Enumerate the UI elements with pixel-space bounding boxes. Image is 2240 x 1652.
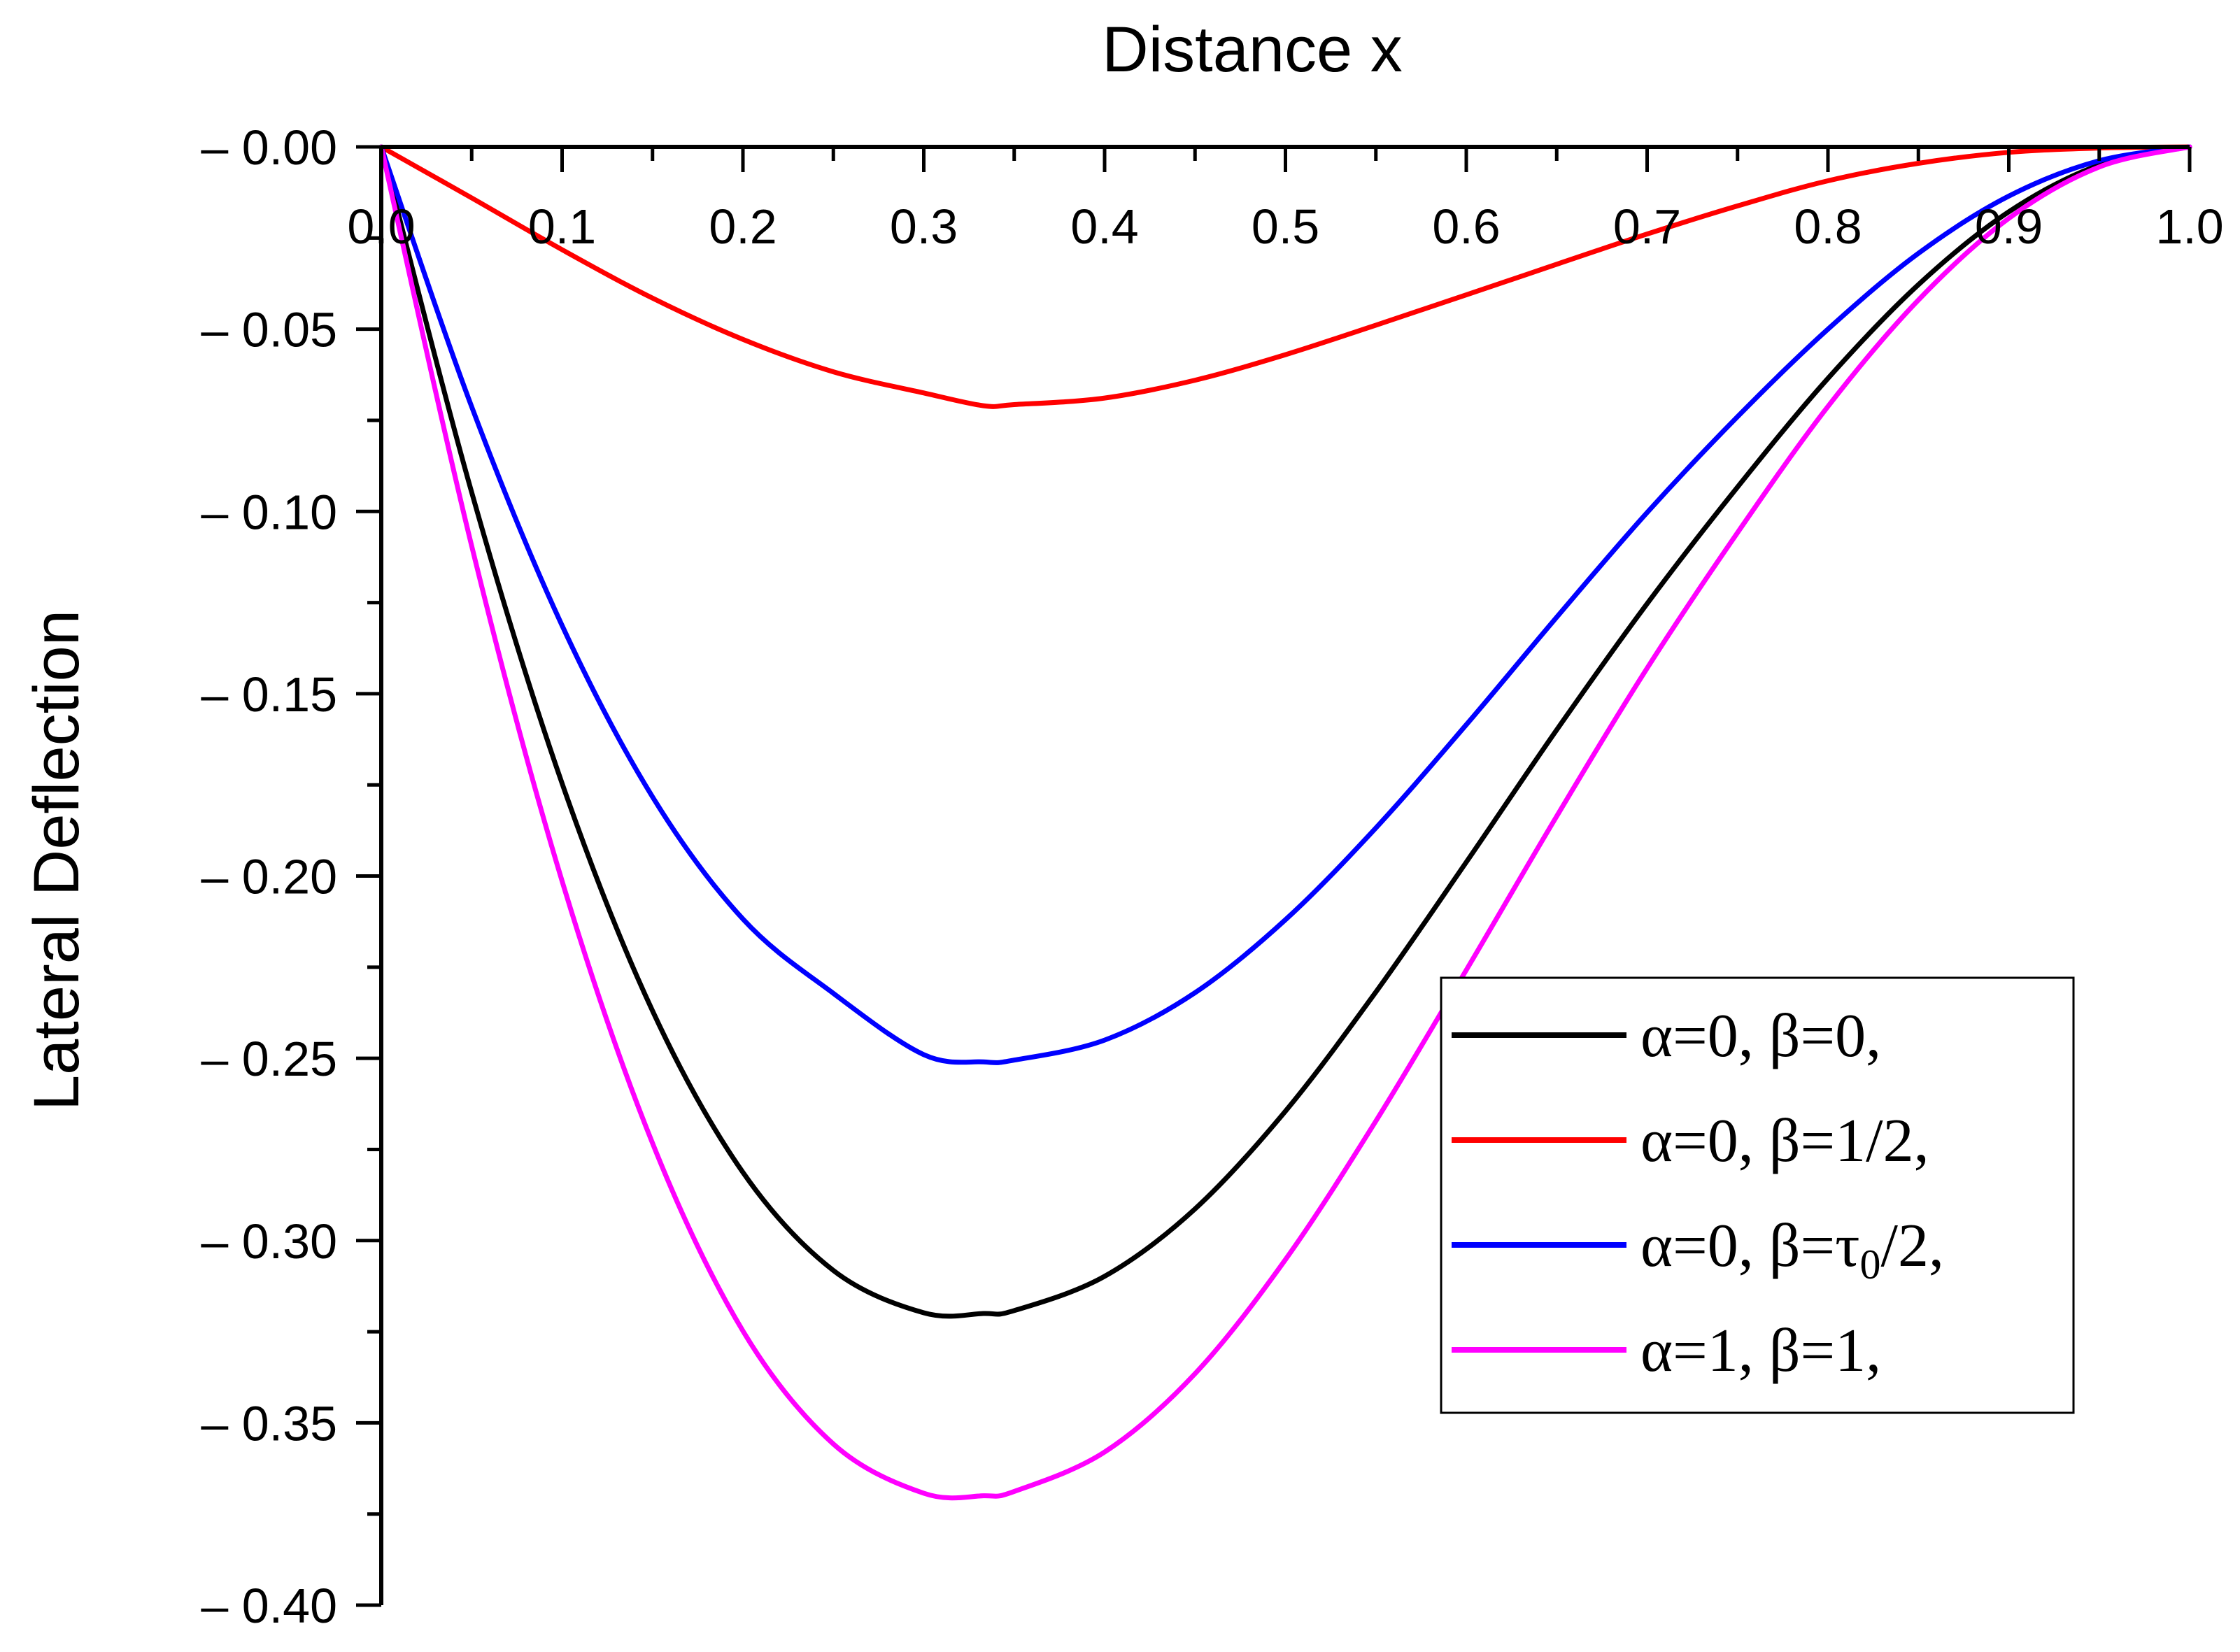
- x-tick-label: 0.1: [528, 199, 596, 254]
- axes-layer: 0.0 0.1 0.2 0.3 0.4 0.5 0.6 0.7 0.8 0.9 1.0 – 0.00 –…: [201, 120, 2223, 1633]
- x-tick-label: 0.2: [709, 199, 777, 254]
- x-tick-label: 1.0: [2155, 199, 2223, 254]
- series-line-1: [378, 144, 2192, 1319]
- series-layer: [378, 144, 2192, 1501]
- y-tick-label: – 0.15: [201, 667, 337, 722]
- y-tick-label: – 0.35: [201, 1396, 337, 1451]
- x-tick-label: 0.0: [347, 199, 415, 254]
- y-tick-label: – 0.10: [201, 485, 337, 539]
- legend-box: [1440, 976, 2075, 1414]
- y-tick-label: – 0.30: [201, 1214, 337, 1269]
- y-axis-title: Lateral Deflection: [21, 610, 92, 1111]
- legend-label-3: α=0, β=τ0/2,: [1640, 1212, 1944, 1288]
- legend: α=0, β=0, α=0, β=1/2, α=0, β=τ0/2, α=1, β=1…: [1440, 976, 2075, 1414]
- series-line-2: [378, 144, 2192, 409]
- x-tick-label: 0.3: [890, 199, 958, 254]
- x-axis-title: Distance x: [1102, 14, 1403, 85]
- legend-label-2: α=0, β=1/2,: [1640, 1107, 1929, 1175]
- legend-label-1: α=0, β=0,: [1640, 1002, 1881, 1070]
- x-tick-label: 0.4: [1070, 199, 1138, 254]
- x-tick-label: 0.9: [1975, 199, 2043, 254]
- y-tick-label: – 0.00: [201, 120, 337, 175]
- series-line-3: [378, 144, 2192, 1065]
- y-tick-label: – 0.25: [201, 1032, 337, 1086]
- y-tick-label: – 0.05: [201, 303, 337, 357]
- x-tick-label: 0.6: [1432, 199, 1500, 254]
- x-tick-label: 0.8: [1794, 199, 1862, 254]
- y-tick-label: – 0.40: [201, 1579, 337, 1633]
- x-tick-label: 0.5: [1252, 199, 1319, 254]
- y-tick-label: – 0.20: [201, 850, 337, 904]
- legend-label-4: α=1, β=1,: [1640, 1317, 1881, 1385]
- series-line-4: [378, 144, 2192, 1501]
- x-tick-label: 0.7: [1613, 199, 1681, 254]
